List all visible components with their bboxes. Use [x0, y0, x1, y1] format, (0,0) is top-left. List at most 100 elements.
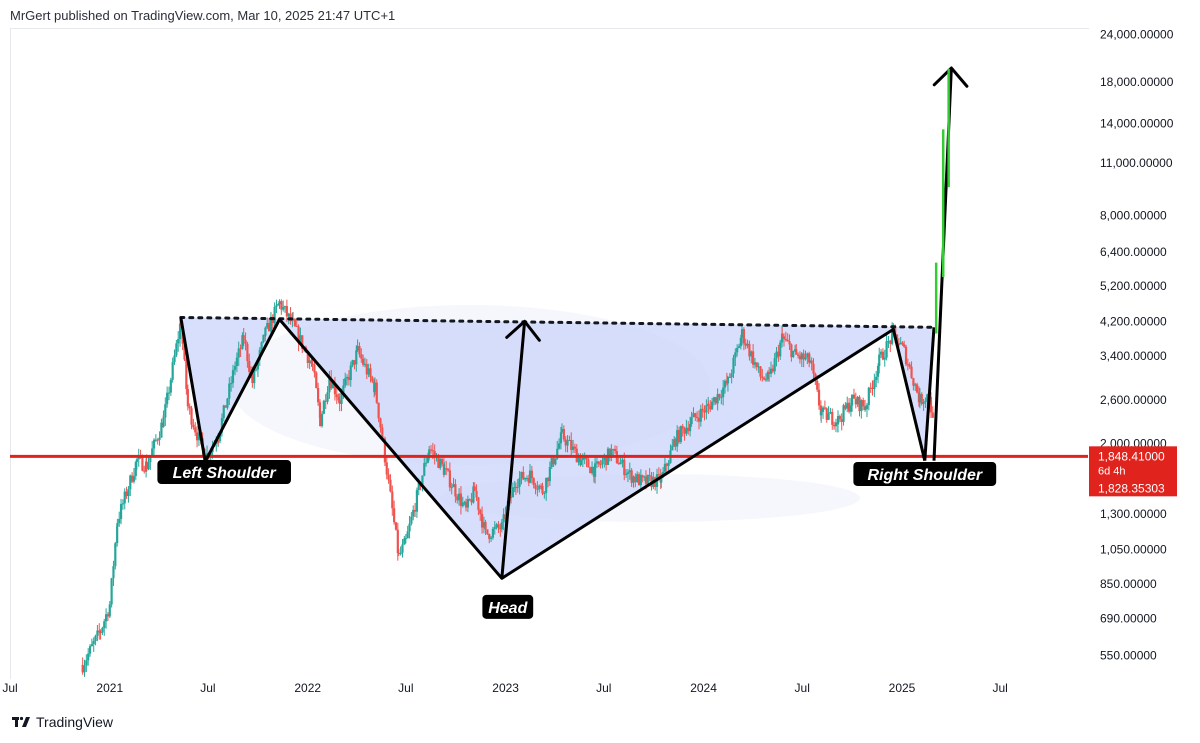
candle-body [685, 427, 688, 434]
projection-arrow [500, 319, 541, 579]
candle-body [590, 466, 594, 474]
candle-body [273, 306, 276, 324]
candle [406, 525, 409, 539]
candle-body [403, 538, 406, 545]
price-axis[interactable]: 24,000.00000 18,000.00000 14,000.00000 11,0… [1100, 28, 1174, 663]
candle-body [466, 499, 469, 508]
candle-body [842, 405, 845, 422]
candle-body [353, 360, 356, 365]
candle [589, 466, 592, 474]
candle-body [573, 446, 577, 449]
candle [277, 303, 280, 306]
last-price-text: 1,848.41000 [1098, 449, 1165, 463]
candle-body [585, 457, 588, 460]
candle [81, 657, 84, 675]
candle-body [121, 503, 124, 505]
candle-body [823, 407, 826, 409]
chart-pane[interactable] [10, 28, 1089, 679]
candle-body [532, 478, 535, 486]
candle [648, 468, 651, 482]
candle-body [108, 604, 111, 617]
candle-body [920, 393, 923, 404]
candle-body [135, 459, 138, 463]
candle [404, 534, 407, 544]
candle-body [810, 360, 813, 364]
candle [757, 362, 760, 374]
candle-body [235, 357, 238, 367]
candle-body [484, 522, 487, 530]
candle [371, 375, 374, 384]
candle [554, 458, 557, 466]
candle-body [821, 407, 825, 412]
candle [228, 377, 231, 406]
candle [681, 423, 684, 437]
candle-body [158, 437, 161, 440]
candle-body [511, 487, 514, 498]
candle-body [152, 439, 156, 449]
candle-body [753, 362, 757, 365]
candle [802, 349, 805, 368]
candle-body [709, 406, 712, 410]
candle-body [701, 408, 704, 411]
candle [173, 349, 176, 365]
candle-body [595, 461, 599, 464]
candle [158, 431, 161, 446]
candle [858, 395, 861, 417]
candle [726, 375, 730, 392]
candle [322, 399, 325, 415]
candle [718, 393, 721, 401]
candle-body [903, 344, 906, 347]
candle-body [301, 335, 304, 350]
candle [94, 634, 97, 646]
price-tick-label: 11,000.00000 [1100, 156, 1173, 170]
candle-body [239, 348, 242, 350]
candle-body [393, 508, 396, 523]
candle-body [318, 402, 322, 419]
candle-body [929, 396, 933, 413]
candle-body [463, 502, 466, 504]
candle [683, 426, 686, 441]
candle-body [90, 644, 93, 647]
candle-body [644, 476, 648, 484]
candle-body [428, 449, 431, 456]
candle-body [583, 457, 586, 459]
candle [377, 402, 380, 423]
candle-body [347, 376, 351, 381]
time-axis[interactable]: Jul 2021 Jul 2022 Jul 2023 Jul 2024 Jul 2025 Jul [2, 681, 1007, 695]
candle-body [315, 372, 318, 388]
candle-body [358, 345, 361, 355]
candle-body [164, 404, 167, 418]
candle-body [630, 470, 633, 483]
candle-body [385, 462, 388, 475]
candle-body [889, 340, 892, 344]
candle-body [264, 327, 267, 336]
candle [583, 452, 586, 465]
candle [665, 462, 668, 474]
candle-body [410, 516, 413, 524]
pattern-outline [179, 317, 927, 580]
candle-body [287, 313, 290, 317]
candle-body [401, 544, 404, 553]
candle [646, 474, 649, 485]
candle-body [381, 427, 384, 440]
candle-body [119, 504, 123, 519]
candle [746, 339, 749, 349]
candle-body [145, 461, 148, 470]
candle-body [260, 342, 263, 350]
candle-body [499, 528, 502, 530]
candle-body [450, 487, 453, 489]
candle-body [365, 363, 368, 375]
candle [429, 445, 433, 454]
candle [840, 413, 843, 431]
candle [502, 508, 505, 531]
candle [617, 457, 620, 465]
candle-body [326, 392, 329, 402]
candle [123, 488, 126, 510]
candle-body [608, 448, 611, 458]
candle-body [389, 479, 392, 492]
candle-body [812, 363, 815, 374]
candle [660, 472, 663, 488]
candle [545, 477, 548, 501]
candle-body [699, 408, 702, 422]
